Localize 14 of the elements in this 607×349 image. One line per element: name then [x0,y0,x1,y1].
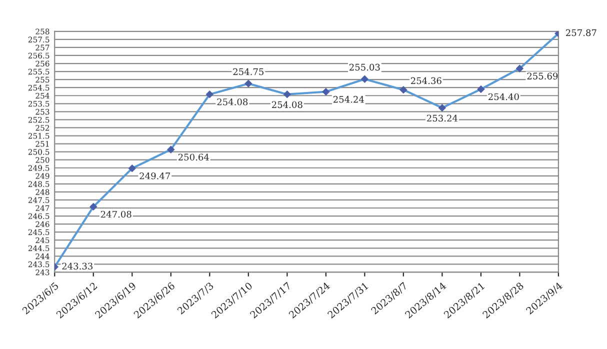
data-label: 243.33 [62,262,92,270]
data-label: 249.47 [140,172,170,180]
data-label: 257.87 [566,29,596,36]
data-label: 254.08 [272,101,302,108]
data-label: 255.69 [527,72,558,80]
data-label: 254.75 [233,68,264,76]
data-label: 247.08 [100,210,132,218]
data-label: 253.24 [426,114,458,122]
data-label: 250.64 [178,154,209,161]
data-label: 254.24 [333,96,364,103]
data-label: 254.08 [217,98,248,106]
data-label: 254.40 [488,93,519,100]
data-label: 254.36 [410,77,442,84]
data-label: 255.03 [349,64,380,71]
